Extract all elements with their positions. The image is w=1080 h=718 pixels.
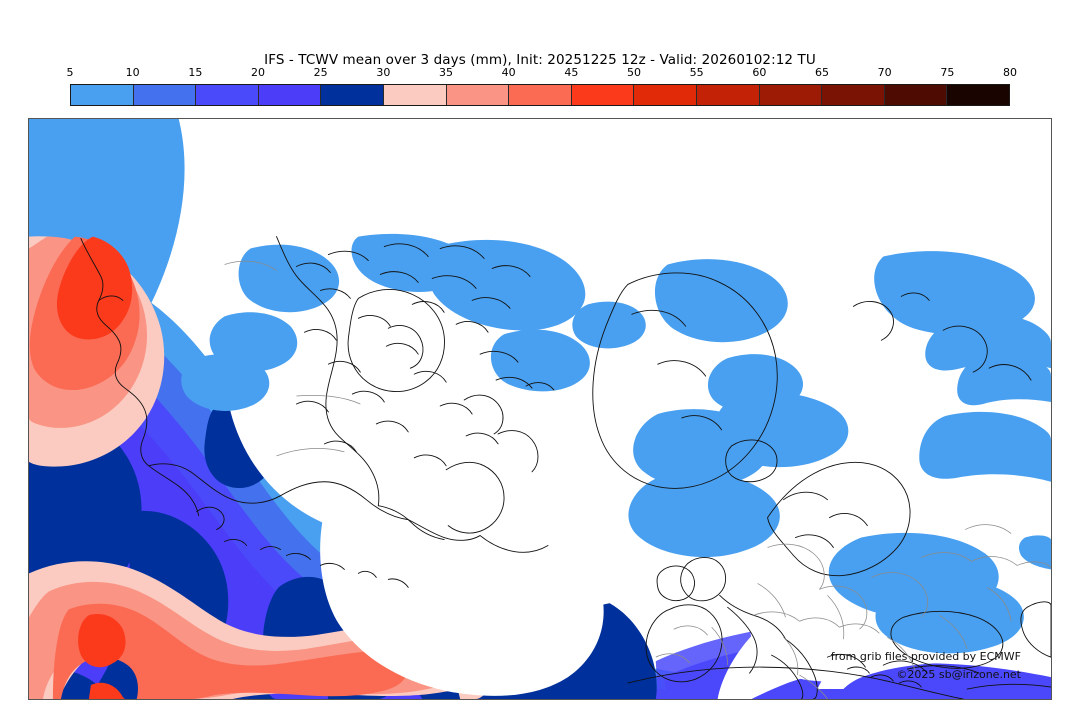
colorbar-tick-40: 40: [501, 66, 516, 79]
colorbar-swatch-60-65: [759, 85, 823, 105]
colorbar-tick-25: 25: [313, 66, 328, 79]
colorbar-swatch-30-35: [383, 85, 447, 105]
tcwv-field: [29, 119, 1051, 699]
map-panel[interactable]: from grib files provided by ECMWF ©2025 …: [28, 118, 1052, 700]
light-blue-patches: [181, 233, 1051, 654]
colorbar-swatches: [70, 84, 1010, 106]
coastlines: [80, 236, 1051, 699]
colorbar-swatch-45-50: [571, 85, 635, 105]
colorbar-tick-75: 75: [940, 66, 955, 79]
colorbar-tick-10: 10: [125, 66, 140, 79]
colorbar-tick-15: 15: [188, 66, 203, 79]
colorbar-tick-labels: 5 10 15 20 25 30 35 40 45 50 55 60 65 70 75 80: [66, 66, 1018, 84]
colorbar-swatch-75-80: [947, 85, 1009, 105]
colorbar-swatch-10-15: [133, 85, 197, 105]
colorbar-swatch-25-30: [321, 85, 384, 105]
colorbar-tick-80: 80: [1003, 66, 1017, 79]
credit-copyright: ©2025 sb@irizone.net: [896, 668, 1021, 681]
chart-title: IFS - TCWV mean over 3 days (mm), Init: …: [264, 52, 816, 68]
colorbar-tick-70: 70: [877, 66, 892, 79]
colorbar-swatch-40-45: [509, 85, 572, 105]
colorbar-tick-60: 60: [752, 66, 767, 79]
colorbar-tick-55: 55: [689, 66, 704, 79]
colorbar-tick-5: 5: [66, 66, 74, 79]
colorbar-tick-50: 50: [627, 66, 641, 79]
colorbar-swatch-15-20: [196, 85, 259, 105]
colorbar-tick-45: 45: [564, 66, 579, 79]
weather-map: [29, 119, 1051, 699]
colorbar-swatch-65-70: [822, 85, 885, 105]
colorbar-tick-65: 65: [815, 66, 829, 79]
colorbar-swatch-5-10: [71, 85, 134, 105]
colorbar: 5 10 15 20 25 30 35 40 45 50 55 60 65 70 75 80: [66, 66, 1018, 106]
colorbar-swatch-35-40: [446, 85, 510, 105]
colorbar-swatch-70-75: [884, 85, 948, 105]
credit-source: from grib files provided by ECMWF: [830, 650, 1021, 663]
colorbar-swatch-55-60: [696, 85, 760, 105]
colorbar-swatch-50-55: [634, 85, 697, 105]
country-borders: [224, 260, 1051, 699]
colorbar-tick-20: 20: [251, 66, 265, 79]
colorbar-tick-35: 35: [439, 66, 453, 79]
colorbar-swatch-20-25: [258, 85, 322, 105]
colorbar-tick-30: 30: [376, 66, 391, 79]
